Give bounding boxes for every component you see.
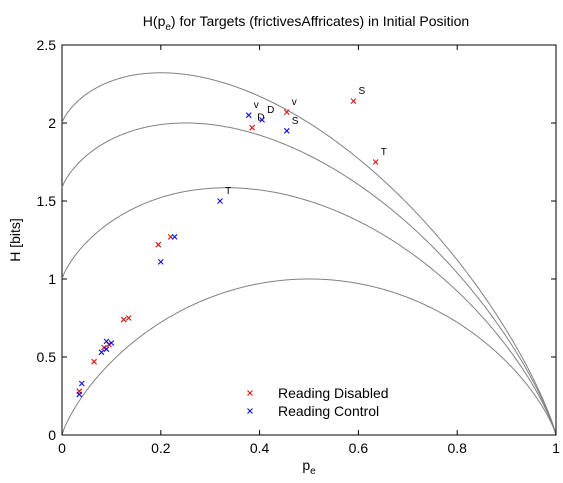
data-point [108, 340, 115, 346]
x-tick-label: 0.4 [250, 440, 270, 456]
data-points: DvSTTvDS [76, 86, 387, 398]
entropy-curve-m2 [61, 278, 557, 436]
y-tick-label: 0 [48, 427, 56, 443]
entropy-curve-m4 [61, 122, 557, 436]
series-reading-control: Tv DS [76, 100, 299, 398]
data-point [249, 124, 256, 131]
data-point [76, 391, 83, 398]
legend: Reading Disabled Reading Control [247, 385, 389, 419]
point-label: T [225, 186, 231, 197]
x-axis-label: pe [302, 457, 316, 477]
data-point [171, 233, 178, 240]
data-point [350, 98, 357, 105]
point-label: T [381, 147, 387, 158]
data-point [259, 116, 265, 123]
y-axis-label: H [bits] [7, 218, 23, 262]
y-tick-label: 1.5 [37, 193, 57, 209]
x-tick-label: 0.8 [447, 440, 467, 456]
x-tick-label: 1 [552, 440, 560, 456]
legend-marker [247, 408, 253, 414]
point-label: v [292, 97, 297, 108]
legend-label: Reading Disabled [278, 385, 389, 401]
data-point [155, 241, 162, 248]
data-point [103, 346, 110, 353]
entropy-curves [61, 72, 557, 436]
point-label: S [358, 86, 365, 97]
x-tick-label: 0.6 [349, 440, 369, 456]
y-tick-label: 0.5 [37, 349, 57, 365]
x-tick-label: 0.2 [151, 440, 171, 456]
y-tick-label: 2 [48, 115, 56, 131]
data-point [120, 316, 127, 323]
y-tick-label: 1 [48, 271, 56, 287]
data-point [283, 109, 290, 115]
data-point [91, 358, 97, 365]
entropy-curve-m3 [61, 187, 557, 436]
legend-label: Reading Control [278, 403, 379, 419]
data-point [98, 349, 105, 356]
data-point [103, 338, 110, 345]
data-point [372, 159, 379, 165]
axis-ticks: 0 0.2 0.4 0.6 0.8 1 0 0.5 1 1.5 2 2.5 [37, 37, 561, 456]
point-label: D [267, 105, 274, 116]
data-point [245, 112, 252, 119]
y-tick-label: 2.5 [37, 37, 57, 53]
legend-marker [247, 390, 253, 396]
chart-title: H(pe) for Targets (frictivesAffricates) … [143, 13, 469, 33]
point-label: S [292, 116, 299, 127]
data-point [78, 380, 85, 387]
entropy-curve-m5 [61, 72, 557, 436]
plot-area [61, 44, 557, 436]
data-point [125, 315, 132, 321]
data-point [217, 198, 223, 204]
data-point [283, 127, 290, 134]
x-tick-label: 0 [58, 440, 66, 456]
point-label: v [254, 100, 259, 111]
data-point [157, 258, 164, 265]
